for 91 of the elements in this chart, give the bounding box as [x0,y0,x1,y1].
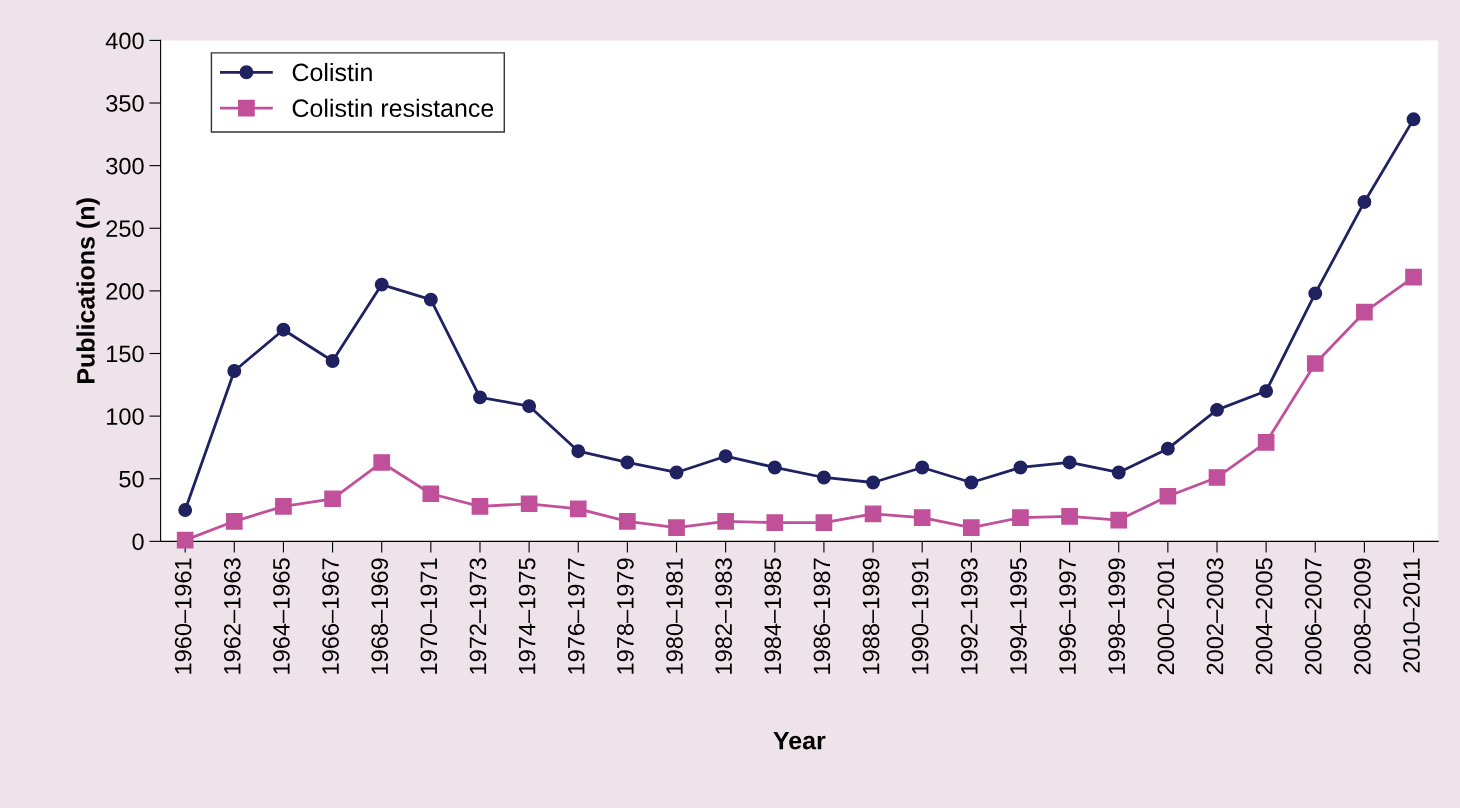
point [717,512,734,530]
x-tick-label: 1964–1965 [273,558,290,674]
y-tick-label: 200 [106,282,144,300]
point [176,531,194,549]
point [471,497,489,515]
point [620,455,635,470]
point [1356,303,1373,321]
x-tick-label: 1980–1981 [666,558,683,674]
point [522,399,537,414]
legend-label: Colistin resistance [292,98,494,118]
x-tick-label: 1966–1967 [322,558,339,674]
point [718,449,733,464]
point [815,514,833,531]
y-tick-label: 50 [119,470,144,488]
x-tick-label: 1962–1963 [223,558,241,674]
point [1210,402,1224,417]
point [422,485,440,503]
x-tick-label: 1974–1975 [518,558,536,674]
point [816,470,831,485]
point [864,505,882,523]
point [473,390,487,405]
point [1012,509,1029,526]
point [962,519,980,536]
point [1208,469,1226,486]
point [225,512,243,530]
x-tick-label: 1970–1971 [420,558,438,674]
point [275,497,292,515]
x-tick-label: 2002–2003 [1206,558,1224,675]
point [1110,511,1128,529]
x-tick-label: 1982–1983 [715,558,732,674]
point [619,512,636,530]
point [423,292,438,307]
x-tick-label: 2006–2007 [1304,558,1322,675]
point [1406,112,1421,127]
x-tick-label: 1986–1987 [813,558,831,674]
point [1259,384,1274,399]
point [1257,434,1275,451]
x-tick-label: 2000–2001 [1157,558,1175,675]
point [1111,465,1126,480]
x-tick-label: 1968–1969 [371,558,389,674]
x-tick-label: 1996–1997 [1059,558,1076,674]
y-axis-title: Publications (n) [76,198,100,383]
point [1308,286,1323,301]
x-tick-label: 1992–1993 [960,558,978,674]
point [866,475,880,490]
point [915,460,930,475]
y-tick-label: 150 [107,345,144,363]
x-tick-label: 2010–2011 [1403,558,1420,673]
x-tick-label: 1972–1973 [469,558,487,674]
x-tick-label: 1990–1991 [911,558,929,674]
point [227,364,242,378]
point [325,354,340,368]
x-tick-label: 1978–1979 [617,558,634,674]
point [1013,460,1028,475]
point [373,454,391,471]
y-tick-label: 250 [106,220,144,238]
point [964,475,979,490]
point [669,465,684,480]
point [1061,507,1078,525]
point [1062,455,1077,470]
x-tick-label: 1988–1989 [862,558,880,674]
y-tick-label: 0 [132,533,144,551]
point [178,503,193,517]
point [1405,268,1422,286]
point [1357,195,1372,209]
point [374,277,389,292]
x-tick-label: 1960–1961 [174,558,192,674]
point [913,509,931,526]
x-tick-label: 1976–1977 [567,558,585,674]
legend-label: Colistin [292,62,372,82]
x-tick-label: 1998–1999 [1108,558,1126,674]
x-tick-label: 1994–1995 [1010,558,1027,674]
point [767,460,782,475]
x-tick-label: 2008–2009 [1354,558,1371,675]
point [324,490,341,508]
point [569,500,587,518]
point [1306,355,1324,372]
x-tick-label: 2004–2005 [1255,558,1273,675]
y-tick-label: 400 [105,32,144,50]
y-tick-label: 300 [106,157,144,175]
point [1160,441,1175,456]
point [571,444,586,459]
point [766,514,784,531]
x-tick-label: 1984–1985 [764,558,782,674]
y-tick-label: 100 [107,408,144,425]
point [276,322,291,337]
point [668,519,685,536]
point [1159,487,1177,505]
point [520,495,538,513]
x-axis-title: Year [773,731,826,750]
y-tick-label: 350 [106,95,144,112]
